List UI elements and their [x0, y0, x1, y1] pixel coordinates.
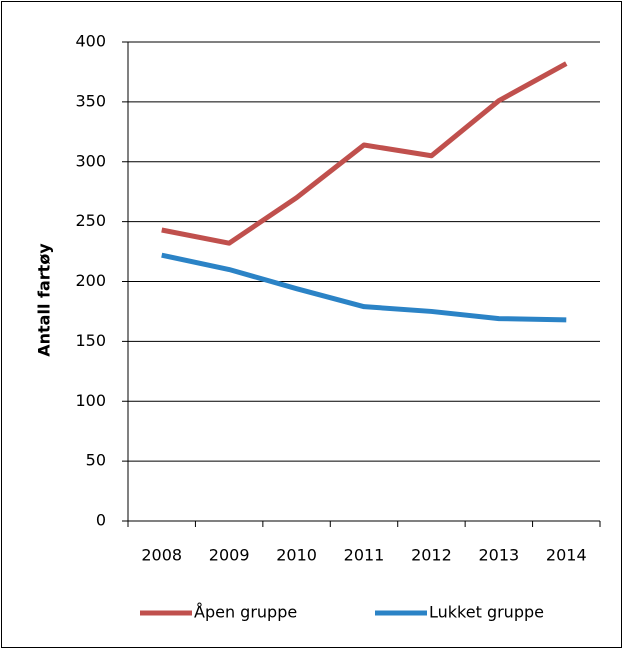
x-tick-label: 2014 [546, 546, 587, 565]
y-tick-label: 50 [86, 451, 106, 470]
y-tick-label: 350 [75, 91, 106, 110]
y-tick-label: 250 [75, 211, 106, 230]
line-series [161, 252, 567, 323]
y-tick-label: 400 [75, 32, 106, 51]
y-tick-label: 300 [75, 151, 106, 170]
x-tick-label: 2013 [478, 546, 519, 565]
y-tick-label: 100 [75, 391, 106, 410]
y-axis-title: Antall fartøy [35, 243, 54, 357]
x-tick-label: 2009 [209, 546, 250, 565]
legend-label: Åpen gruppe [194, 603, 297, 622]
x-tick-label: 2010 [276, 546, 317, 565]
line-series [161, 61, 568, 246]
x-tick-label: 2012 [411, 546, 452, 565]
legend-label: Lukket gruppe [429, 603, 544, 622]
x-tick-label: 2011 [344, 546, 385, 565]
y-tick-label: 200 [75, 271, 106, 290]
y-tick-label: 0 [96, 511, 106, 530]
y-tick-label: 150 [75, 331, 106, 350]
x-tick-label: 2008 [141, 546, 182, 565]
